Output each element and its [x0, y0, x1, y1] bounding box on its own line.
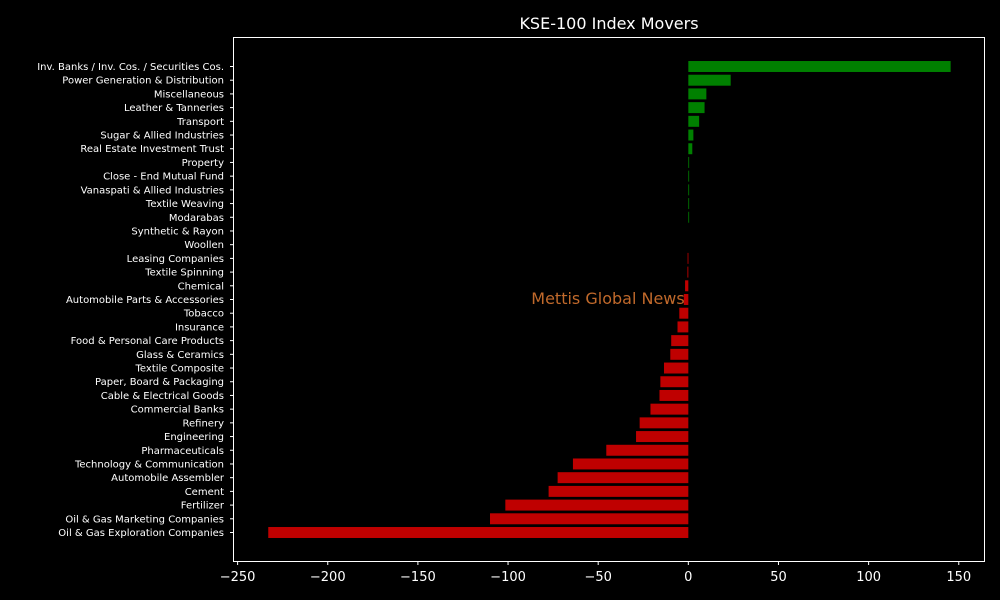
category-label: Automobile Assembler	[111, 473, 225, 484]
category-labels-group: Inv. Banks / Inv. Cos. / Securities Cos.…	[37, 62, 234, 539]
bar	[677, 321, 689, 333]
category-label: Cable & Electrical Goods	[101, 391, 224, 402]
category-label: Fertilizer	[181, 501, 225, 512]
bar	[688, 74, 731, 86]
category-label: Transport	[176, 117, 224, 128]
category-label: Woollen	[184, 240, 224, 251]
bar	[268, 527, 689, 538]
bar	[505, 499, 689, 511]
x-tick-label: 150	[946, 570, 971, 585]
bar	[688, 198, 690, 210]
category-label: Tobacco	[183, 309, 224, 320]
category-label: Food & Personal Care Products	[71, 336, 224, 347]
category-label: Textile Weaving	[145, 199, 224, 210]
bar	[557, 472, 689, 484]
category-label: Automobile Parts & Accessories	[66, 295, 224, 306]
bar	[685, 280, 689, 292]
bar	[490, 513, 689, 525]
x-tick-label: 0	[684, 570, 692, 585]
category-label: Synthetic & Rayon	[131, 226, 224, 237]
bar	[688, 61, 951, 72]
bar	[688, 88, 707, 100]
bar	[659, 389, 689, 401]
category-label: Textile Composite	[135, 364, 224, 375]
bar	[688, 211, 690, 223]
bar	[636, 431, 689, 443]
category-label: Leather & Tanneries	[124, 103, 224, 114]
bar	[606, 444, 689, 456]
bar	[688, 129, 694, 141]
bar	[683, 294, 689, 305]
bar	[671, 335, 689, 347]
category-label: Refinery	[183, 418, 225, 429]
category-label: Inv. Banks / Inv. Cos. / Securities Cos.	[37, 62, 224, 73]
x-tick-label: 50	[770, 570, 787, 585]
category-label: Insurance	[175, 322, 224, 333]
bar	[687, 266, 689, 278]
bar	[639, 417, 689, 429]
category-label: Leasing Companies	[127, 254, 224, 265]
bar	[660, 376, 689, 388]
bar	[650, 403, 689, 415]
bar	[548, 485, 689, 497]
bar	[679, 307, 689, 319]
category-label: Engineering	[164, 432, 224, 443]
x-tick-label: 100	[856, 570, 881, 585]
category-label: Property	[182, 158, 224, 169]
x-tick-label: −250	[220, 570, 256, 585]
bars-group	[268, 61, 951, 538]
watermark: Mettis Global News	[531, 289, 684, 308]
category-label: Real Estate Investment Trust	[80, 144, 224, 155]
x-tick-label: −100	[490, 570, 526, 585]
bar	[663, 362, 689, 374]
category-label: Textile Spinning	[144, 268, 224, 279]
bar	[688, 115, 700, 127]
category-label: Pharmaceuticals	[141, 446, 224, 457]
category-label: Close - End Mutual Fund	[103, 172, 224, 183]
bar	[687, 252, 689, 264]
x-tick-label: −150	[400, 570, 436, 585]
category-label: Modarabas	[169, 213, 224, 224]
category-label: Vanaspati & Allied Industries	[81, 185, 224, 196]
category-label: Glass & Ceramics	[136, 350, 224, 361]
category-label: Paper, Board & Packaging	[95, 377, 224, 388]
x-tick-label: −200	[310, 570, 346, 585]
category-label: Technology & Communication	[74, 459, 224, 470]
category-label: Oil & Gas Exploration Companies	[58, 528, 224, 539]
chart-title: KSE-100 Index Movers	[519, 14, 698, 33]
bar	[670, 348, 689, 360]
bar	[688, 156, 690, 168]
x-ticks-group: −250 −200 −150 −100 −50 0 50 100 150	[220, 561, 971, 585]
bar	[688, 184, 690, 196]
category-label: Chemical	[178, 281, 224, 292]
category-label: Power Generation & Distribution	[62, 76, 224, 87]
category-label: Cement	[185, 487, 224, 498]
category-label: Commercial Banks	[131, 405, 224, 416]
bar	[688, 170, 690, 182]
category-label: Sugar & Allied Industries	[100, 131, 224, 142]
bar	[572, 458, 689, 470]
x-tick-label: −50	[584, 570, 611, 585]
bar	[688, 143, 693, 155]
bar	[688, 102, 705, 114]
category-label: Miscellaneous	[154, 89, 224, 100]
category-label: Oil & Gas Marketing Companies	[65, 514, 224, 525]
plot-frame	[233, 37, 985, 562]
